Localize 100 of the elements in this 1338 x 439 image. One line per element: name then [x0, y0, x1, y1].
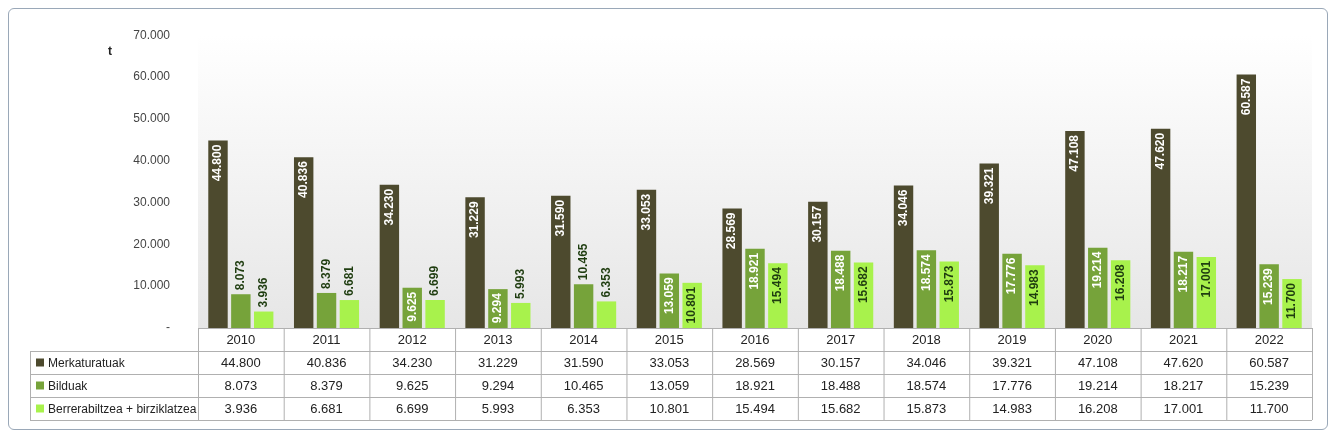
bar [293, 157, 314, 328]
data-label: 18.488 [820, 378, 861, 394]
bar [511, 302, 531, 328]
legend-label: Berrerabiltzea + birziklatzea [48, 401, 197, 416]
bar [722, 208, 742, 328]
x-tick-label: 2022 [1254, 332, 1284, 348]
data-label: 19.214 [1077, 378, 1118, 394]
text: 6.353 [598, 267, 613, 298]
x-tick-label: 2011 [312, 332, 341, 348]
text: 18.217 [1175, 255, 1190, 293]
x-tick-label: 2015 [654, 332, 684, 348]
text: 6.699 [427, 265, 442, 296]
y-tick-label: 40.000 [133, 153, 171, 167]
data-label: 8.073 [224, 378, 258, 394]
text: 10.465 [575, 243, 590, 281]
text: 60.587 [1238, 78, 1253, 116]
data-label: 18.217 [1163, 378, 1204, 394]
text: 3.936 [256, 277, 271, 308]
x-tick-label: 2020 [1083, 332, 1113, 348]
text: 39.321 [981, 167, 996, 205]
bar [231, 294, 251, 328]
data-label: 9.625 [395, 378, 429, 394]
x-tick-label: 2016 [740, 332, 770, 348]
data-label: 31.590 [563, 355, 604, 371]
data-label: 30.157 [820, 355, 861, 371]
text: 19.214 [1090, 251, 1105, 289]
x-tick-label: 2017 [826, 332, 856, 348]
data-label: 34.230 [392, 355, 433, 371]
text: 33.053 [638, 193, 653, 231]
y-tick-label: - [166, 320, 170, 335]
data-label: 6.353 [567, 401, 600, 417]
y-axis-title: t [108, 44, 112, 59]
data-label: 18.921 [735, 378, 775, 394]
data-label: 13.059 [649, 378, 690, 394]
data-label: 34.046 [906, 355, 947, 371]
text: 18.574 [918, 254, 933, 292]
data-label: 3.936 [224, 401, 258, 417]
text: 15.682 [855, 266, 870, 304]
data-label: 17.776 [992, 378, 1032, 394]
bar [1065, 130, 1085, 328]
data-label: 60.587 [1249, 355, 1290, 371]
data-label: 6.699 [395, 401, 429, 417]
text: 18.488 [833, 254, 847, 292]
text: 15.873 [941, 265, 956, 303]
bar [1150, 128, 1171, 328]
y-tick-label: 60.000 [133, 69, 171, 84]
data-label: 11.700 [1249, 401, 1289, 417]
text: 9.294 [490, 293, 505, 324]
bar [425, 299, 445, 328]
bar [596, 301, 617, 328]
legend-label: Merkaturatuak [48, 355, 126, 370]
data-label: 47.620 [1163, 355, 1204, 371]
data-label: 15.873 [906, 401, 947, 417]
y-tick-label: 70.000 [133, 27, 171, 42]
y-tick-label: 10.000 [133, 278, 171, 293]
data-label: 40.836 [306, 355, 347, 371]
text: 17.776 [1004, 257, 1019, 295]
text: 47.108 [1067, 134, 1082, 172]
data-label: 28.569 [735, 355, 775, 371]
data-label: 33.053 [649, 355, 690, 371]
x-tick-label: 2013 [483, 332, 513, 348]
data-label: 6.681 [310, 401, 343, 417]
text: 15.494 [770, 267, 785, 304]
data-label: 18.574 [906, 378, 947, 394]
legend-label: Bilduak [48, 378, 89, 393]
text: 34.230 [381, 188, 396, 226]
x-tick-label: 2014 [569, 332, 599, 348]
text: 15.239 [1261, 268, 1276, 305]
text: 28.569 [724, 212, 739, 250]
data-label: 10.465 [563, 378, 604, 394]
text: 11.700 [1284, 283, 1299, 320]
text: 47.620 [1152, 132, 1167, 170]
text: 10.801 [684, 286, 699, 324]
data-label: 44.800 [220, 355, 261, 371]
text: 40.836 [296, 161, 310, 198]
data-label: 15.494 [735, 401, 775, 417]
text: 34.046 [895, 189, 910, 227]
bar [339, 300, 360, 328]
data-label: 8.379 [310, 378, 343, 394]
data-label: 14.983 [992, 401, 1032, 417]
bar [208, 140, 228, 328]
text: 17.001 [1198, 260, 1213, 298]
bar [979, 163, 999, 328]
text: 31.590 [553, 199, 568, 237]
y-tick-label: 20.000 [133, 236, 171, 251]
data-label: 15.239 [1249, 378, 1290, 394]
data-label: 16.208 [1077, 401, 1118, 417]
text: 8.073 [233, 260, 248, 291]
text: 6.681 [341, 266, 356, 297]
data-label: 10.801 [649, 401, 690, 417]
text: 30.157 [810, 205, 825, 243]
data-label: 31.229 [478, 355, 518, 371]
text: 14.983 [1027, 269, 1042, 307]
text: 16.208 [1112, 264, 1127, 301]
data-label: 5.993 [481, 401, 515, 417]
text: 31.229 [467, 201, 482, 239]
text: 18.921 [747, 252, 762, 290]
x-tick-label: 2012 [397, 332, 427, 348]
text: 44.800 [210, 144, 225, 182]
bar [465, 197, 485, 328]
